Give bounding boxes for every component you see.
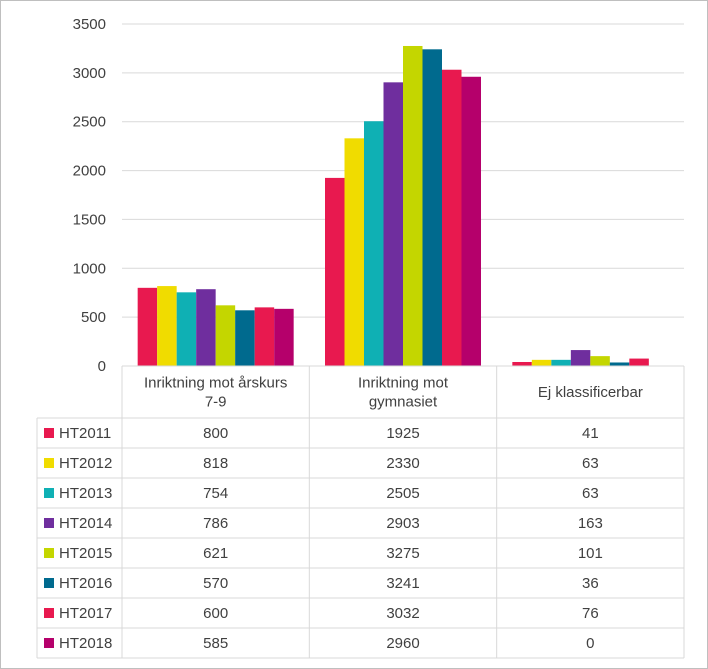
bar-ht2015-cat0 — [215, 305, 236, 366]
table-cell-value: 0 — [586, 635, 594, 652]
legend-key-ht2014 — [44, 518, 54, 528]
category-label: 7-9 — [205, 394, 227, 411]
table-cell-value: 600 — [203, 605, 228, 622]
bar-ht2016-cat2 — [609, 362, 630, 366]
table-cell-value: 800 — [203, 425, 228, 442]
bar-ht2013-cat0 — [176, 292, 197, 366]
table-cell-value: 101 — [578, 545, 603, 562]
bar-ht2013-cat1 — [364, 121, 384, 367]
table-cell-value: 36 — [582, 575, 599, 592]
bar-ht2016-cat1 — [422, 49, 442, 367]
bar-ht2012-cat2 — [531, 359, 552, 366]
table-cell-value: 570 — [203, 575, 228, 592]
table-cell-value: 41 — [582, 425, 599, 442]
bar-ht2013-cat2 — [551, 359, 571, 366]
table-cell-value: 63 — [582, 455, 599, 472]
table-cell-value: 1925 — [386, 425, 419, 442]
table-cell-value: 2505 — [386, 485, 419, 502]
series-name: HT2012 — [59, 455, 112, 472]
category-label: Inriktning mot årskurs — [144, 375, 287, 392]
y-tick-label: 2000 — [73, 163, 106, 180]
legend-key-ht2012 — [44, 458, 54, 468]
table-cell-value: 818 — [203, 455, 228, 472]
bar-ht2016-cat0 — [235, 310, 255, 366]
legend-key-ht2015 — [44, 548, 54, 558]
data-table: Inriktning mot årskurs 7-9 Inriktning mot g… — [36, 365, 685, 659]
series-name: HT2018 — [59, 635, 112, 652]
bar-ht2014-cat0 — [196, 289, 216, 366]
bar-ht2012-cat1 — [344, 138, 364, 366]
bar-ht2015-cat2 — [590, 356, 610, 366]
table-cell-value: 786 — [203, 515, 228, 532]
table-cell-value: 63 — [582, 485, 599, 502]
table-cell-value: 3275 — [386, 545, 419, 562]
table-cell-value: 76 — [582, 605, 599, 622]
series-name: HT2016 — [59, 575, 112, 592]
table-cell-value: 3032 — [386, 605, 419, 622]
table-cell-value: 754 — [203, 485, 228, 502]
bar-ht2012-cat0 — [157, 286, 177, 366]
y-tick-label: 2500 — [73, 114, 106, 131]
table-cell-value: 2903 — [386, 515, 419, 532]
bar-ht2011-cat0 — [137, 287, 158, 366]
y-axis: 0 500 1000 1500 2000 2500 3000 3500 — [73, 16, 106, 375]
y-tick-label: 3500 — [73, 16, 106, 33]
legend-key-ht2016 — [44, 578, 54, 588]
bar-ht2017-cat1 — [442, 69, 462, 366]
series-name: HT2017 — [59, 605, 112, 622]
series-name: HT2011 — [59, 425, 111, 442]
y-tick-label: 3000 — [73, 65, 106, 82]
category-label: gymnasiet — [369, 394, 438, 411]
bar-ht2014-cat1 — [383, 82, 403, 367]
y-tick-label: 500 — [81, 309, 106, 326]
bar-ht2011-cat1 — [325, 177, 345, 366]
legend-key-ht2018 — [44, 638, 54, 648]
y-tick-label: 1000 — [73, 260, 106, 277]
category-label: Ej klassificerbar — [538, 384, 643, 401]
table-cell-value: 163 — [578, 515, 603, 532]
y-tick-label: 0 — [98, 358, 106, 375]
series-name: HT2015 — [59, 545, 112, 562]
y-tick-label: 1500 — [73, 211, 106, 228]
bar-ht2017-cat0 — [254, 307, 275, 366]
bar-ht2011-cat2 — [512, 361, 532, 366]
table-cell-value: 621 — [203, 545, 228, 562]
legend-key-ht2017 — [44, 608, 54, 618]
bar-ht2014-cat2 — [570, 350, 591, 366]
table-cell-value: 3241 — [386, 575, 419, 592]
legend-key-ht2011 — [44, 428, 54, 438]
bar-ht2018-cat0 — [274, 308, 294, 366]
bar-ht2018-cat1 — [461, 76, 481, 366]
table-cell-value: 2960 — [386, 635, 419, 652]
bar-ht2015-cat1 — [403, 45, 423, 366]
bars — [137, 45, 649, 367]
category-label: Inriktning mot — [358, 375, 449, 392]
series-name: HT2014 — [59, 515, 112, 532]
bar-ht2017-cat2 — [629, 358, 649, 366]
legend-key-ht2013 — [44, 488, 54, 498]
table-cell-value: 585 — [203, 635, 228, 652]
series-name: HT2013 — [59, 485, 112, 502]
table-cell-value: 2330 — [386, 455, 419, 472]
